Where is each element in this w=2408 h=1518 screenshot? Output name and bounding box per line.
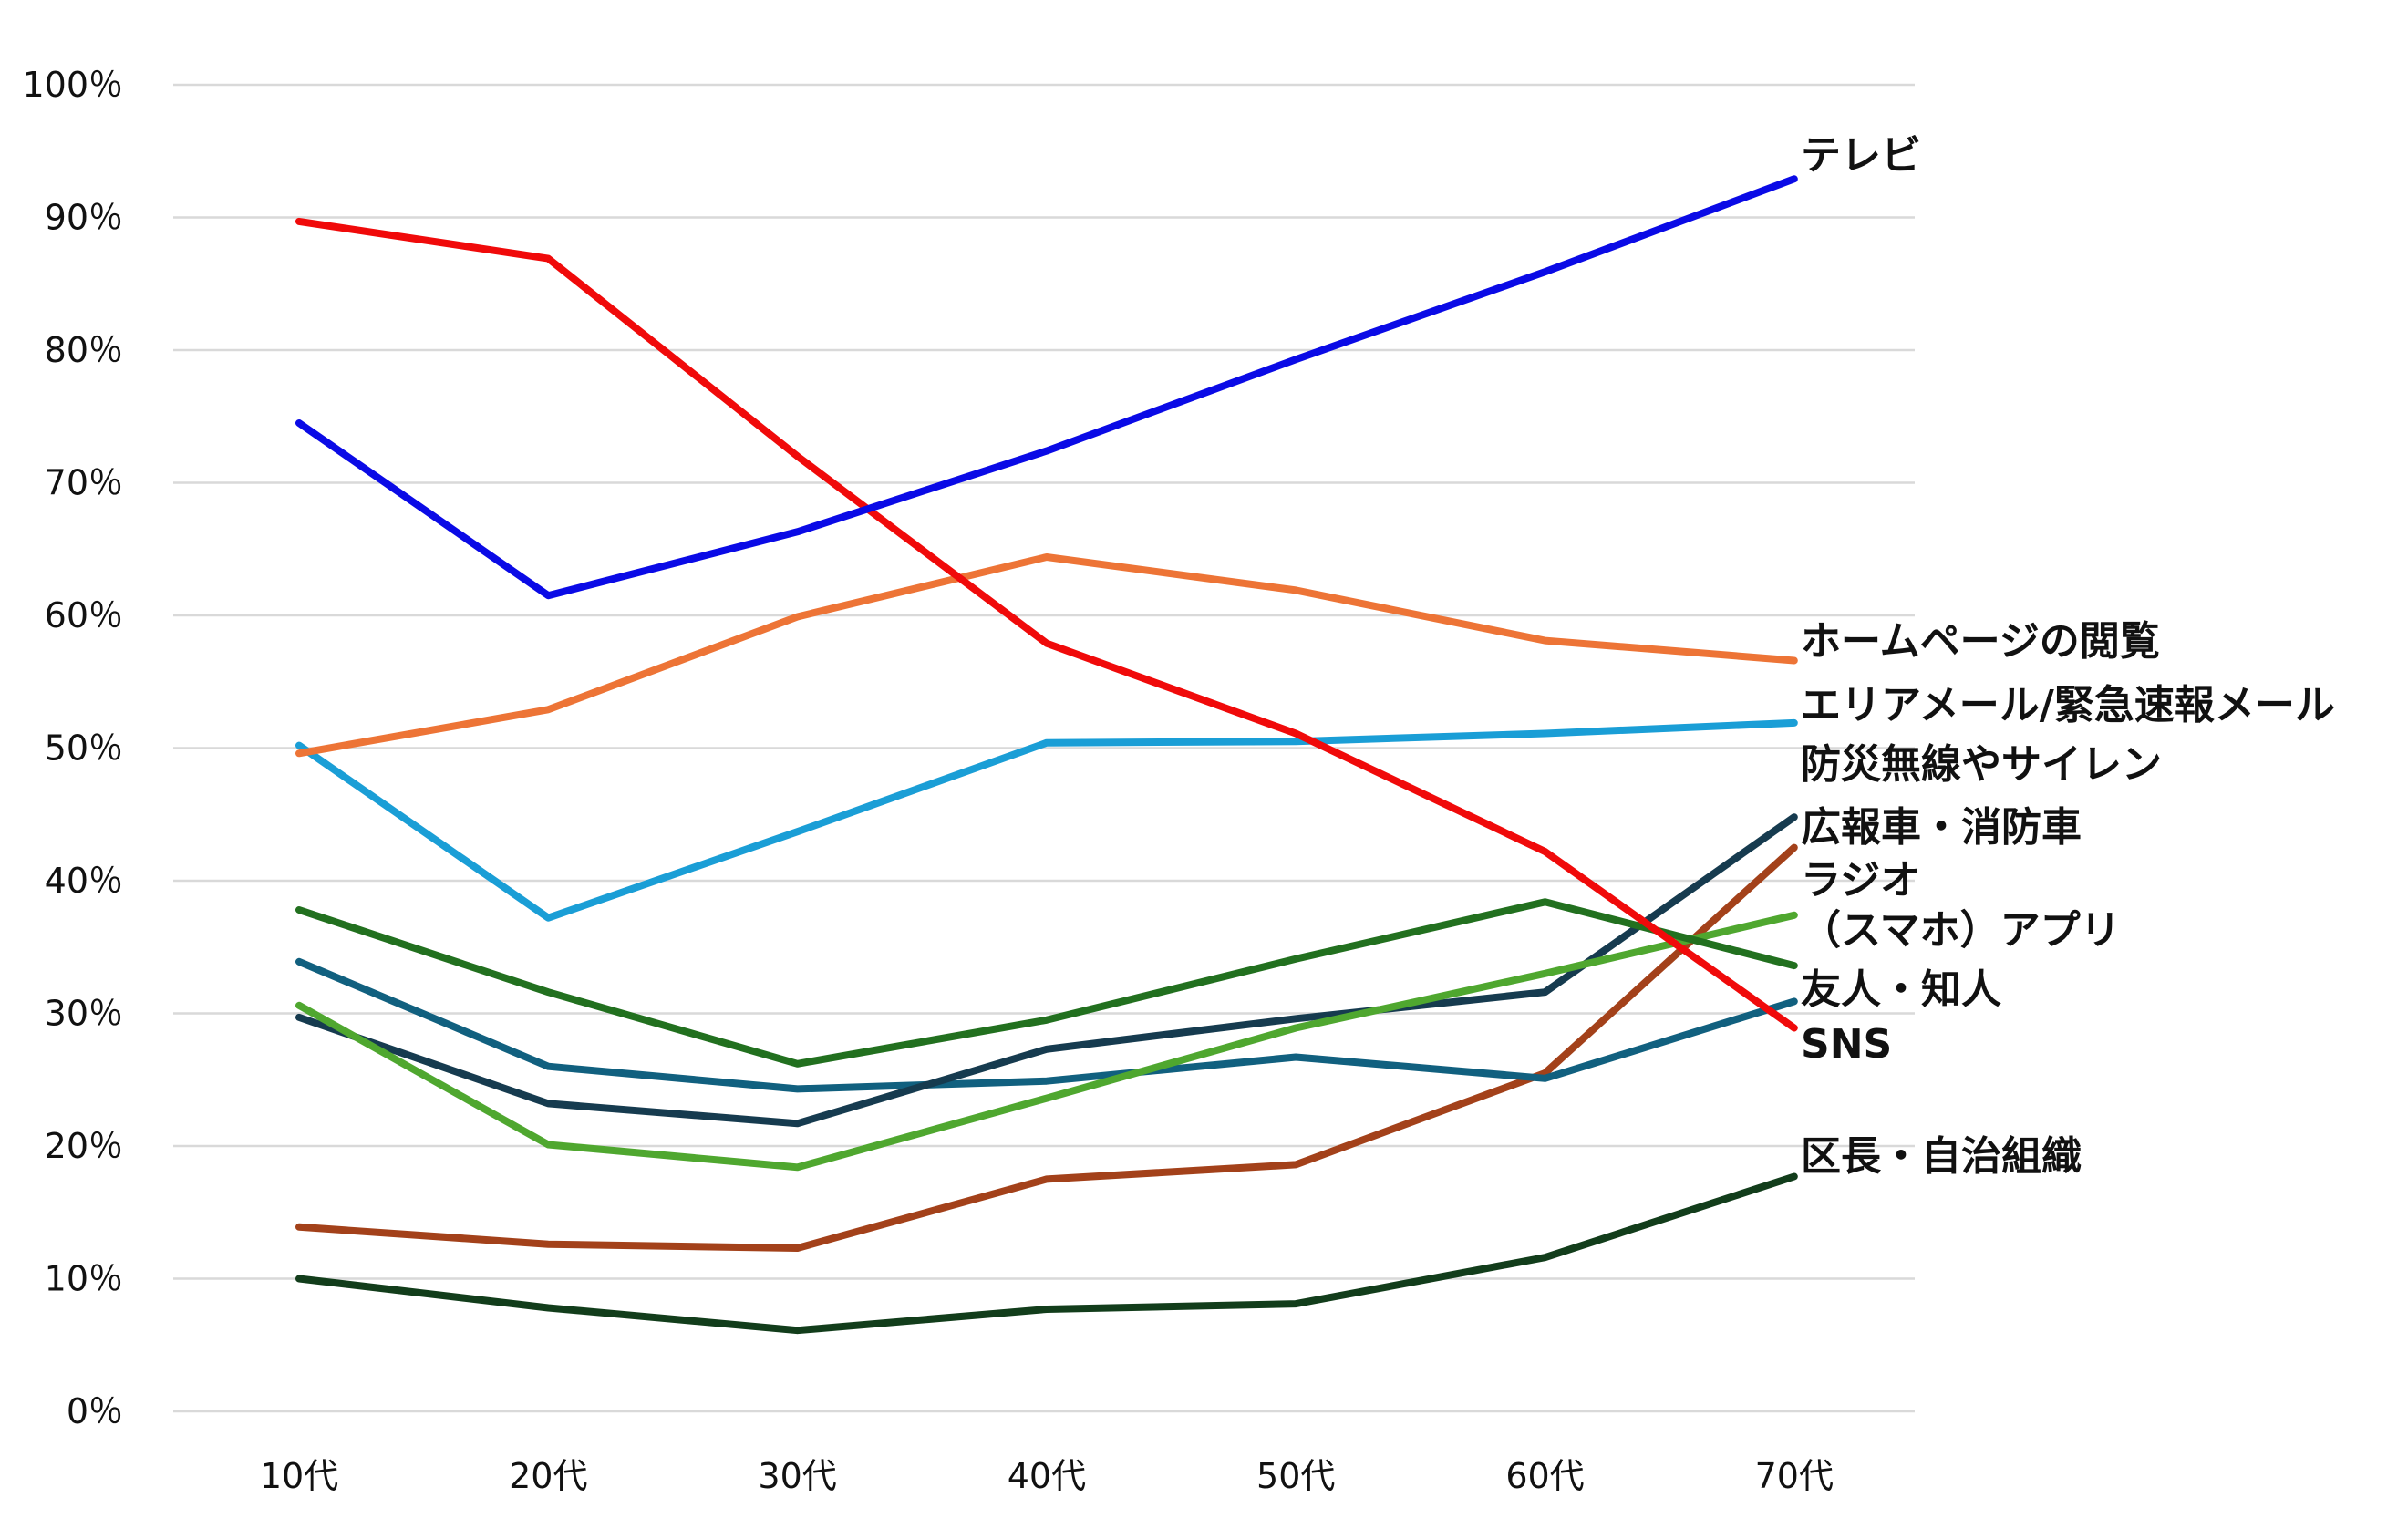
y-tick-label: 40％ [45,861,123,901]
series-line-7 [295,957,1798,1093]
series-line-0 [295,175,1798,600]
y-tick-label: 50％ [45,728,123,769]
series-label-8: SNS [1801,1021,1892,1068]
series-labels: テレビホームページの閲覧エリアメール/緊急速報メール防災無線やサイレン広報車・消… [1801,132,2335,1180]
y-tick-label: 70％ [45,463,123,503]
series-line-1 [295,553,1798,758]
x-tick-label: 50代 [1256,1456,1335,1496]
series-label-2: エリアメール/緊急速報メール [1801,682,2335,728]
series-line-6 [295,898,1798,1068]
series-label-6: （スマホ）アプリ [1801,907,2121,954]
x-tick-label: 60代 [1505,1456,1584,1496]
y-tick-label: 10％ [45,1259,123,1299]
series-line-4 [295,843,1798,1252]
x-tick-label: 30代 [758,1456,836,1496]
y-tick-label: 20％ [45,1126,123,1166]
y-tick-label: 30％ [45,994,123,1034]
x-tick-label: 10代 [260,1456,338,1496]
series-label-5: ラジオ [1801,857,1920,904]
y-tick-label: 100％ [22,65,123,105]
series-label-1: ホームページの閲覧 [1801,618,2160,665]
series-label-9: 区長・自治組織 [1801,1133,2082,1180]
series-label-0: テレビ [1801,132,1921,179]
x-tick-label: 40代 [1008,1456,1086,1496]
y-tick-label: 0％ [67,1391,123,1431]
series-lines [295,175,1798,1335]
series-line-9 [295,1172,1798,1335]
y-tick-label: 60％ [45,595,123,635]
y-axis-ticks: 0％ 10％ 20％ 30％ 40％ 50％ 60％ 70％ 80％ 90％ 100％ [22,65,123,1431]
y-tick-label: 90％ [45,198,123,238]
series-label-3: 防災無線やサイレン [1801,741,2162,788]
series-line-8 [295,217,1798,1032]
series-label-4: 広報車・消防車 [1801,804,2082,851]
x-axis-ticks: 10代 20代 30代 40代 50代 60代 70代 [260,1456,1834,1496]
x-tick-label: 70代 [1755,1456,1834,1496]
series-label-7: 友人・知人 [1801,966,2001,1013]
series-line-5 [295,911,1798,1172]
gridlines [173,83,1915,1413]
series-line-2 [295,718,1798,922]
x-tick-label: 20代 [509,1456,587,1496]
series-line-3 [295,813,1798,1128]
y-tick-label: 80％ [45,330,123,370]
